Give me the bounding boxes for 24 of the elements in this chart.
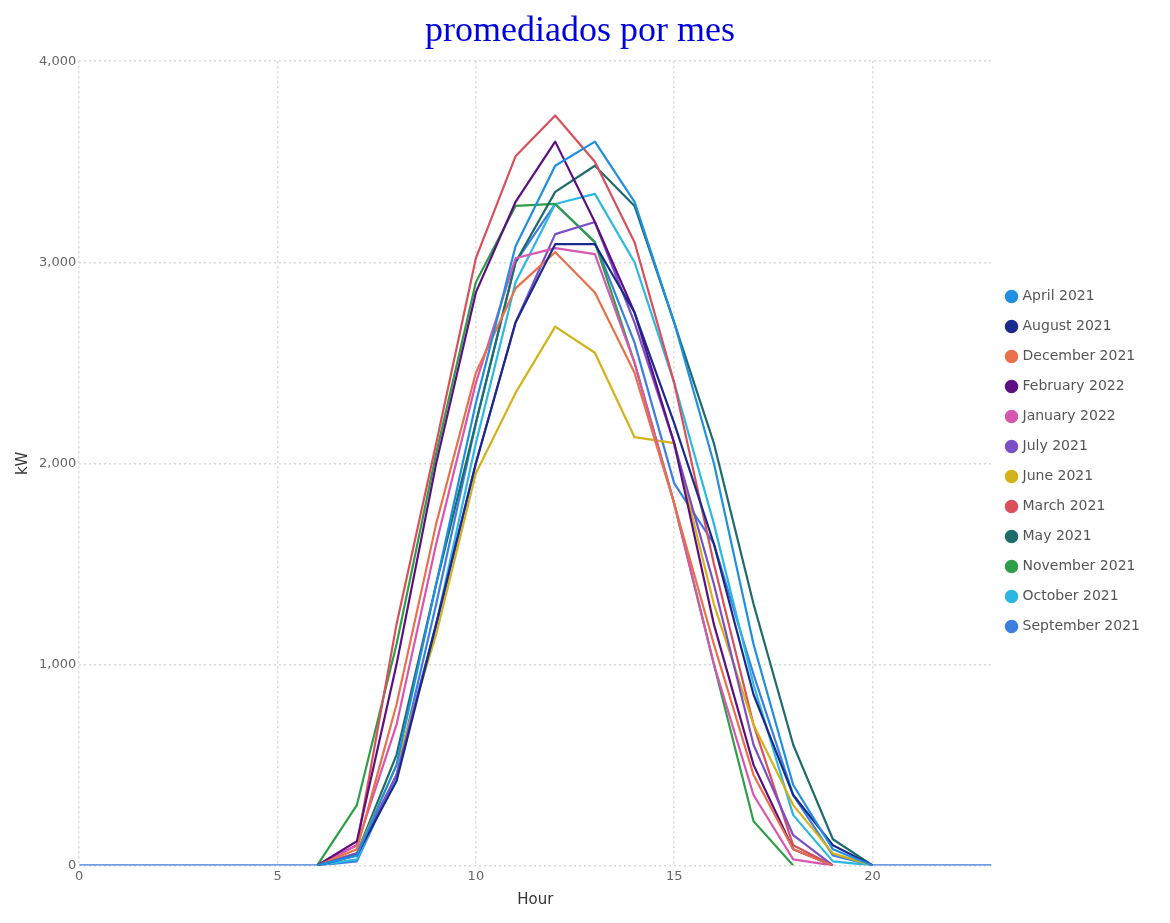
legend-label: April 2021	[1022, 287, 1095, 304]
legend-label: September 2021	[1022, 617, 1141, 634]
legend-label: August 2021	[1022, 317, 1112, 334]
x-tick-label: 5	[273, 867, 282, 883]
y-tick-label: 0	[67, 856, 77, 872]
legend-label: March 2021	[1022, 497, 1106, 514]
legend-label: November 2021	[1022, 557, 1136, 574]
x-tick-label: 15	[665, 867, 683, 883]
legend-label: January 2022	[1021, 407, 1116, 424]
legend-label: October 2021	[1022, 587, 1119, 604]
y-axis-title: kW	[12, 451, 31, 476]
x-axis-title: Hour	[517, 889, 555, 908]
y-tick-label: 4,000	[39, 52, 77, 68]
legend-label: February 2022	[1022, 377, 1125, 394]
chart-title: promediados por mes	[425, 9, 735, 50]
x-tick-label: 10	[467, 867, 485, 883]
y-tick-label: 1,000	[39, 655, 77, 671]
x-tick-label: 20	[864, 867, 881, 883]
y-tick-label: 2,000	[39, 454, 77, 470]
legend-label: June 2021	[1021, 467, 1094, 484]
legend-label: May 2021	[1022, 527, 1092, 544]
y-tick-label: 3,000	[39, 253, 77, 269]
legend-label: December 2021	[1022, 347, 1136, 364]
legend-label: July 2021	[1021, 437, 1088, 454]
